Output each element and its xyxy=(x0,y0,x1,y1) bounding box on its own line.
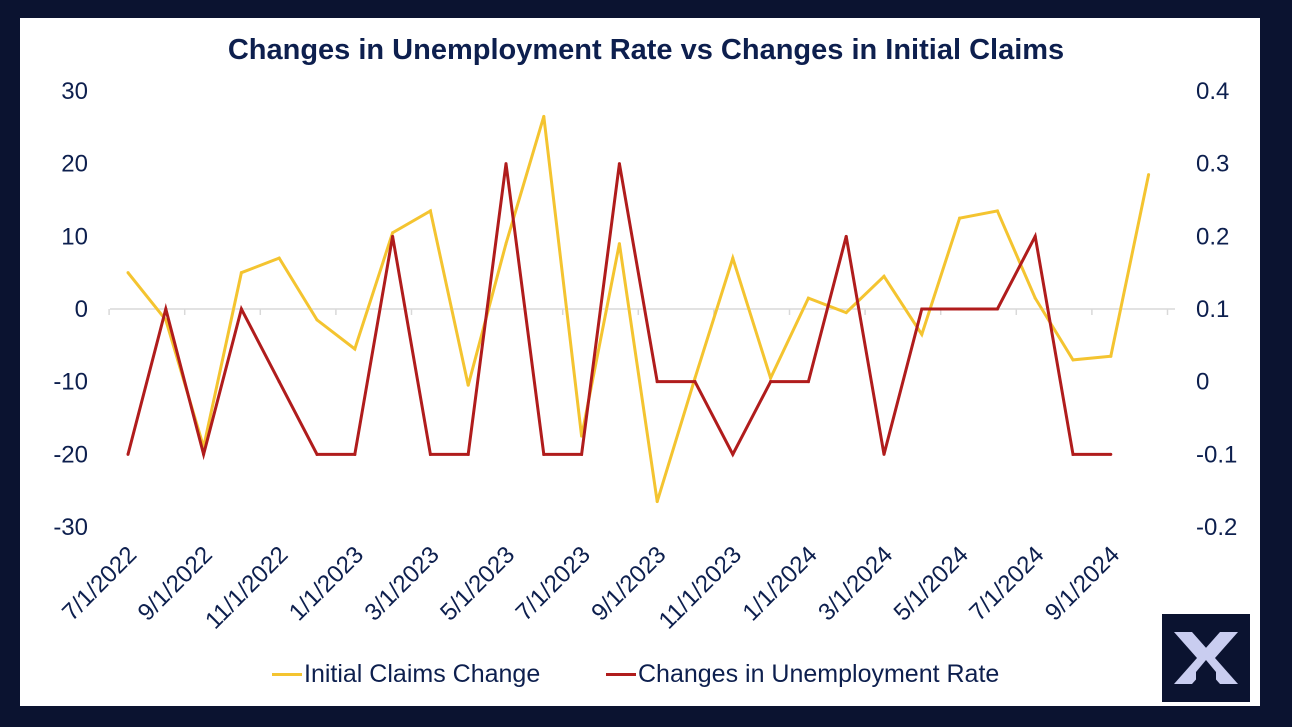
legend-item-initial-claims: Initial Claims Change xyxy=(272,660,540,689)
legend: Initial Claims Change Changes in Unemplo… xyxy=(0,660,1292,694)
data-point-initial-claims xyxy=(995,209,999,213)
data-point-unemployment-rate xyxy=(126,452,130,456)
data-point-initial-claims xyxy=(353,347,357,351)
right-tick-label: 0 xyxy=(1196,369,1209,396)
data-point-unemployment-rate xyxy=(655,380,659,384)
data-point-unemployment-rate xyxy=(580,452,584,456)
data-point-unemployment-rate xyxy=(1033,234,1037,238)
data-point-unemployment-rate xyxy=(466,452,470,456)
x-tick-label: 11/1/2022 xyxy=(200,541,293,634)
chart-title: Changes in Unemployment Rate vs Changes … xyxy=(227,34,1065,66)
data-point-unemployment-rate xyxy=(958,307,962,311)
data-point-unemployment-rate xyxy=(806,380,810,384)
data-point-unemployment-rate xyxy=(202,452,206,456)
legend-swatch-unemployment-rate xyxy=(606,673,636,676)
legend-item-unemployment-rate: Changes in Unemployment Rate xyxy=(606,660,999,689)
left-tick-label: -30 xyxy=(53,514,88,541)
x-tick-label: 1/1/2023 xyxy=(284,541,369,626)
data-point-unemployment-rate xyxy=(844,234,848,238)
left-tick-label: 0 xyxy=(75,296,88,323)
left-tick-label: -20 xyxy=(53,441,88,468)
data-point-unemployment-rate xyxy=(353,452,357,456)
left-tick-label: 20 xyxy=(61,151,88,178)
x-tick-label: 1/1/2024 xyxy=(737,541,822,626)
legend-swatch-initial-claims xyxy=(272,673,302,676)
data-point-initial-claims xyxy=(1109,354,1113,358)
data-point-unemployment-rate xyxy=(617,162,621,166)
data-point-unemployment-rate xyxy=(315,452,319,456)
series-layer xyxy=(126,114,1151,504)
x-tick-label: 7/1/2023 xyxy=(511,541,596,626)
right-tick-label: -0.1 xyxy=(1196,441,1237,468)
data-point-initial-claims xyxy=(580,434,584,438)
legend-label-unemployment-rate: Changes in Unemployment Rate xyxy=(638,660,1000,688)
x-tick-label: 5/1/2023 xyxy=(435,541,520,626)
x-tick-label: 11/1/2023 xyxy=(654,541,747,634)
left-tick-label: -10 xyxy=(53,369,88,396)
data-point-unemployment-rate xyxy=(995,307,999,311)
data-point-initial-claims xyxy=(769,376,773,380)
data-point-initial-claims xyxy=(164,318,168,322)
data-point-initial-claims xyxy=(428,209,432,213)
data-point-initial-claims xyxy=(466,383,470,387)
data-point-unemployment-rate xyxy=(1109,452,1113,456)
x-tick-label: 7/1/2024 xyxy=(964,541,1049,626)
data-point-unemployment-rate xyxy=(693,380,697,384)
data-point-initial-claims xyxy=(504,242,508,246)
data-point-initial-claims xyxy=(239,271,243,275)
data-point-unemployment-rate xyxy=(504,162,508,166)
right-tick-label: 0.2 xyxy=(1196,223,1229,250)
left-tick-label: 30 xyxy=(61,78,88,105)
data-point-initial-claims xyxy=(1147,173,1151,177)
right-tick-label: 0.3 xyxy=(1196,151,1229,178)
x-tick-label: 3/1/2023 xyxy=(359,541,444,626)
series-line-initial-claims xyxy=(126,116,1151,503)
left-tick-label: 10 xyxy=(61,223,88,250)
data-point-initial-claims xyxy=(617,242,621,246)
data-point-initial-claims xyxy=(315,318,319,322)
right-tick-label: 0.1 xyxy=(1196,296,1229,323)
data-point-initial-claims xyxy=(391,231,395,235)
right-tick-label: 0.4 xyxy=(1196,78,1229,105)
data-point-unemployment-rate xyxy=(277,380,281,384)
data-point-initial-claims xyxy=(277,256,281,260)
data-point-unemployment-rate xyxy=(1071,452,1075,456)
data-point-initial-claims xyxy=(731,256,735,260)
data-point-unemployment-rate xyxy=(920,307,924,311)
data-point-initial-claims xyxy=(693,376,697,380)
legend-label-initial-claims: Initial Claims Change xyxy=(304,660,541,688)
x-logo-icon xyxy=(1162,614,1250,702)
data-point-initial-claims xyxy=(844,311,848,315)
x-tick-label: 5/1/2024 xyxy=(889,541,974,626)
data-point-initial-claims xyxy=(126,271,130,275)
data-point-initial-claims xyxy=(1071,358,1075,362)
data-point-unemployment-rate xyxy=(731,452,735,456)
data-point-initial-claims xyxy=(958,216,962,220)
data-point-unemployment-rate xyxy=(239,307,243,311)
data-point-unemployment-rate xyxy=(769,380,773,384)
data-point-initial-claims xyxy=(1033,296,1037,300)
x-axis: 7/1/20229/1/202211/1/20221/1/20233/1/202… xyxy=(57,308,1175,634)
left-axis: 30 20 10 0 -10 -20 -30 xyxy=(53,78,88,541)
x-tick-label: 3/1/2024 xyxy=(813,541,898,626)
right-axis: 0.4 0.3 0.2 0.1 0 -0.1 -0.2 xyxy=(1196,78,1237,541)
x-tick-label: 7/1/2022 xyxy=(57,541,142,626)
data-point-initial-claims xyxy=(920,332,924,336)
data-point-unemployment-rate xyxy=(428,452,432,456)
data-point-initial-claims xyxy=(542,114,546,118)
data-point-unemployment-rate xyxy=(164,307,168,311)
x-tick-label: 9/1/2024 xyxy=(1040,541,1125,626)
data-point-initial-claims xyxy=(655,500,659,504)
data-point-initial-claims xyxy=(806,296,810,300)
data-point-unemployment-rate xyxy=(882,452,886,456)
data-point-unemployment-rate xyxy=(391,234,395,238)
data-point-initial-claims xyxy=(882,274,886,278)
data-point-unemployment-rate xyxy=(542,452,546,456)
right-tick-label: -0.2 xyxy=(1196,514,1237,541)
